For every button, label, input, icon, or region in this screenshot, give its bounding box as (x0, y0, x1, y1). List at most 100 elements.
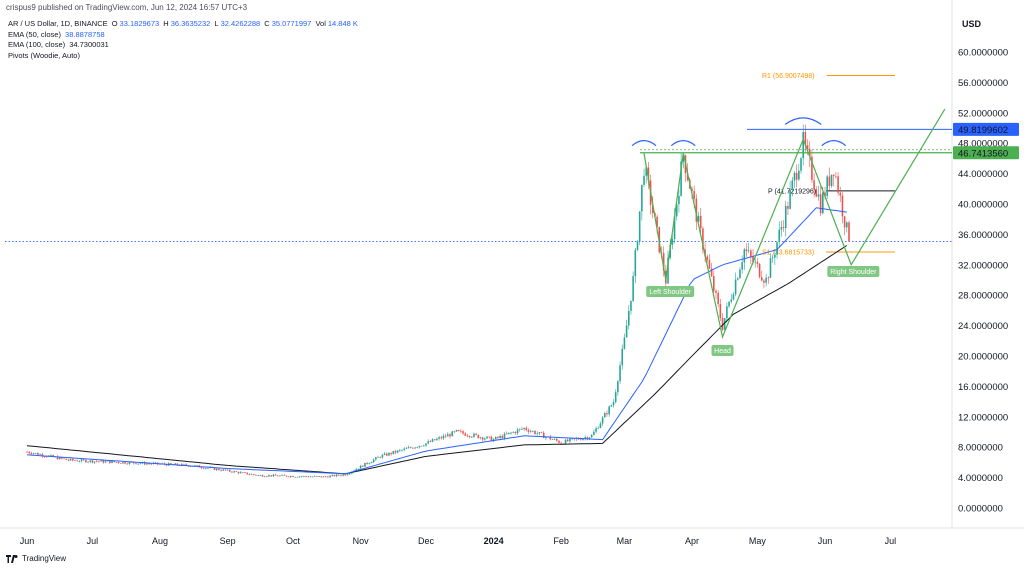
candle-body (470, 436, 473, 438)
candle-body (122, 462, 124, 464)
candle-body (490, 436, 493, 442)
candle-body (272, 474, 275, 477)
candle-body (451, 431, 453, 437)
candle-body (246, 472, 249, 475)
candle-body (372, 459, 375, 463)
pivots-row[interactable]: Pivots (Woodie, Auto) (8, 51, 360, 62)
candle-body (760, 277, 763, 281)
candle-body (804, 132, 807, 146)
symbol-row[interactable]: AR / US Dollar, 1D, BINANCE O 33.1829673 … (8, 19, 360, 30)
footer-brand[interactable]: TradingView (6, 554, 66, 563)
candle-body (342, 474, 344, 476)
candle-body (582, 438, 584, 440)
candle-body (257, 475, 259, 476)
candle-body (82, 459, 85, 461)
candle-body (486, 436, 488, 439)
candle-body (732, 294, 735, 300)
candle-body (222, 469, 225, 471)
candle-body (479, 437, 482, 439)
candle-body (324, 476, 327, 478)
candle-body (466, 435, 469, 437)
candle-body (296, 476, 299, 478)
time-tick-label: Sep (220, 536, 236, 546)
candle-body (553, 438, 556, 440)
candle-body (713, 276, 715, 291)
candle-body (37, 452, 39, 455)
candle-body (780, 227, 783, 230)
candle-body (433, 439, 436, 441)
candle-body (778, 229, 781, 243)
candle-body (702, 228, 704, 250)
candle-body (189, 466, 192, 467)
price-tick-label: 48.0000000 (958, 139, 1008, 150)
pattern-drawing[interactable] (631, 108, 952, 340)
candle-body (202, 467, 205, 469)
ohlc-close-label: C (264, 19, 270, 28)
time-tick-label: Jul (885, 536, 897, 546)
time-tick-label: Apr (685, 536, 699, 546)
ohlc-low-label: L (214, 19, 219, 28)
candle-body (695, 198, 698, 222)
right-shoulder-label-bg (827, 266, 880, 277)
candle-body (377, 456, 379, 458)
candle-body (32, 453, 35, 455)
price-axis[interactable]: 60.0000000 56.0000000 52.0000000 48.0000000… (958, 48, 1008, 515)
candle-body (739, 269, 741, 279)
candle-body (244, 472, 246, 473)
candle-body (686, 173, 689, 180)
ema50-line (26, 207, 847, 475)
candle-body (423, 445, 425, 447)
currency-label[interactable]: USD (962, 19, 982, 29)
ema50-row[interactable]: EMA (50, close) 38.8878758 (8, 30, 360, 41)
candle-body (285, 475, 288, 477)
candle-body (375, 457, 377, 460)
price-tick-label: 24.0000000 (958, 321, 1008, 332)
candle-body (763, 280, 765, 283)
candle-body (76, 460, 78, 462)
candle-body (599, 423, 602, 428)
candle-body (734, 279, 737, 295)
candle-body (266, 476, 268, 478)
candle-body (800, 158, 802, 171)
candle-body (303, 476, 305, 477)
pattern-zigzag (643, 108, 946, 340)
candle-body (625, 325, 628, 338)
candle-body (848, 222, 850, 242)
candle-body (98, 461, 100, 463)
candle-body (290, 476, 292, 477)
time-axis[interactable]: Jun Jul Aug Sep Oct Nov Dec 2024 Feb Mar Apr May Jun… (20, 536, 896, 546)
candle-body (645, 167, 648, 176)
volume-value: 14.848 K (327, 19, 358, 28)
candle-body (549, 436, 552, 440)
candle-body (723, 318, 726, 330)
candle-body (89, 460, 92, 462)
candlesticks[interactable] (26, 124, 850, 478)
candle-body (835, 175, 837, 177)
candle-body (274, 474, 277, 476)
candle-body (215, 468, 218, 470)
candle-body (429, 441, 432, 442)
candle-body (396, 450, 399, 453)
candle-body (776, 242, 778, 255)
candle-body (383, 453, 386, 455)
price-tick-label: 52.0000000 (958, 108, 1008, 119)
candle-body (806, 145, 809, 150)
ohlc-high-label: H (163, 19, 169, 28)
candle-body (366, 462, 368, 464)
candle-body (126, 463, 129, 465)
candle-body (379, 456, 382, 458)
candle-body (457, 429, 460, 432)
candle-body (133, 462, 135, 464)
candle-body (542, 432, 545, 439)
left-shoulder-label: Left Shoulder (649, 289, 691, 296)
ema100-row[interactable]: EMA (100, close) 34.7300031 (8, 40, 360, 51)
candle-body (784, 206, 787, 229)
candle-body (128, 462, 131, 465)
candle-body (355, 469, 358, 471)
candle-body (124, 462, 126, 464)
candle-body (28, 451, 30, 454)
ema100-label: EMA (100, close) (8, 40, 66, 49)
candle-body (577, 438, 580, 440)
candle-body (150, 463, 153, 465)
